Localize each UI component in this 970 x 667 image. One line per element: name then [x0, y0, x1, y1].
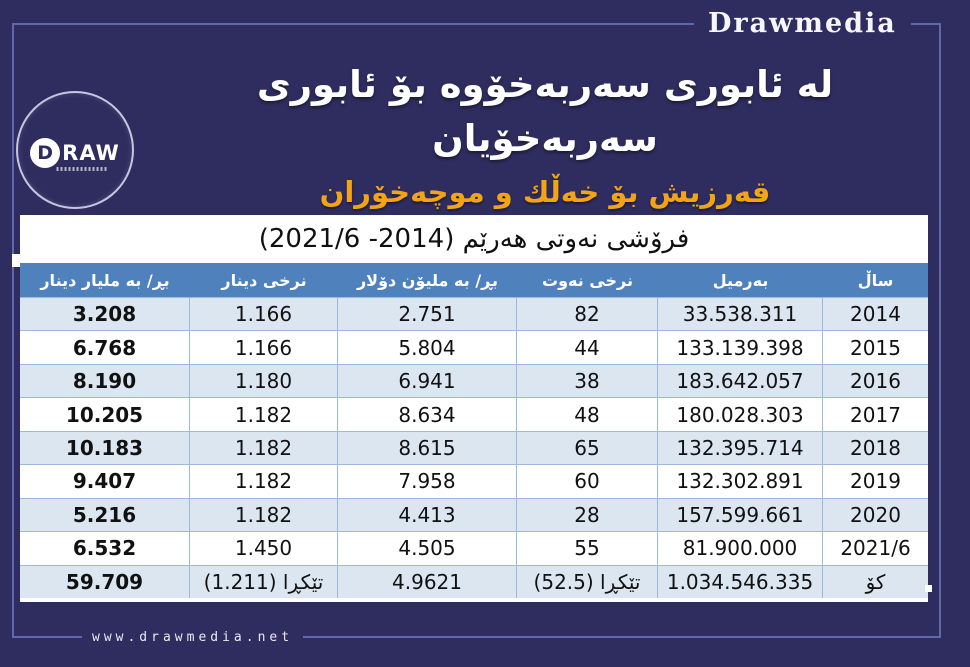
oil-sales-table: فرۆشی نەوتی هەرێم (2014- 2021/6) ساڵ بەر…: [20, 215, 928, 602]
cell-million-dollar: 4.9621: [338, 565, 517, 598]
logo-lockup: D RAW: [16, 131, 134, 175]
cell-oil-price: 38: [517, 364, 658, 398]
cell-year: 2018: [850, 435, 901, 460]
table-row: 2014 33.538.311 82 2.751 1.166 3.208: [20, 297, 928, 331]
column-header-barrels: بەرمیل: [712, 270, 769, 290]
cell-billion-dinar: 10.205: [20, 398, 190, 431]
cell-dinar-rate: 1.450: [190, 532, 338, 565]
cell-billion-dinar: 5.216: [20, 498, 190, 532]
draw-logo: D RAW: [16, 91, 134, 209]
screenshot-artifact-bottom-right: [925, 585, 932, 592]
cell-million-dollar: 6.941: [338, 364, 517, 398]
cell-billion-dinar: 10.183: [20, 431, 190, 465]
column-header-billion-dinar: بڕ/ به ملیار دینار: [40, 270, 170, 290]
cell-barrels: 33.538.311: [658, 298, 823, 331]
cell-dinar-rate: 1.166: [190, 298, 338, 331]
cell-dinar-rate: 1.166: [190, 331, 338, 364]
cell-barrels: 1.034.546.335: [658, 565, 823, 598]
cell-year: 2019: [850, 469, 901, 494]
sheet-bottom-margin: [20, 597, 928, 602]
decorative-frame: [12, 23, 941, 638]
table-row: 2021/6 81.900.000 55 4.505 1.450 6.532: [20, 531, 928, 565]
logo-raw-text: RAW: [62, 141, 120, 165]
cell-barrels: 183.642.057: [658, 364, 823, 398]
cell-billion-dinar: 6.768: [20, 331, 190, 364]
cell-billion-dinar: 8.190: [20, 364, 190, 398]
sub-heading: قەرزیش بۆ خەڵك و موچەخۆران: [319, 175, 771, 210]
cell-dinar-rate: 1.182: [190, 498, 338, 532]
cell-year: 2015: [850, 335, 901, 360]
table-row: 2018 132.395.714 65 8.615 1.182 10.183: [20, 430, 928, 465]
table-row: 2017 180.028.303 48 8.634 1.182 10.205: [20, 397, 928, 431]
cell-year: 2017: [850, 402, 901, 427]
table-title: فرۆشی نەوتی هەرێم (2014- 2021/6): [258, 224, 690, 254]
table-row: 2020 157.599.661 28 4.413 1.182 5.216: [20, 497, 928, 532]
cell-million-dollar: 4.505: [338, 532, 517, 565]
screenshot-artifact-left: [12, 254, 20, 267]
cell-dinar-rate: 1.182: [190, 431, 338, 465]
cell-year: 2020: [850, 502, 901, 527]
website-url: www.drawmedia.net: [82, 628, 304, 647]
cell-million-dollar: 8.634: [338, 398, 517, 431]
cell-dinar-rate: تێكڕا (1.211): [190, 565, 338, 598]
cell-billion-dinar: 9.407: [20, 465, 190, 498]
cell-barrels: 132.302.891: [658, 465, 823, 498]
table-total-row: كۆ 1.034.546.335 تێكڕا (52.5) 4.9621 تێك…: [20, 564, 928, 598]
cell-million-dollar: 4.413: [338, 498, 517, 532]
cell-oil-price: 28: [517, 498, 658, 532]
cell-oil-price: 65: [517, 431, 658, 465]
column-header-year: ساڵ: [857, 270, 894, 290]
cell-million-dollar: 5.804: [338, 331, 517, 364]
table-header-row: ساڵ بەرمیل نرخی نەوت بڕ/ به ملیۆن دۆلار …: [20, 263, 928, 297]
cell-dinar-rate: 1.180: [190, 364, 338, 398]
headings-block: له ئابوری سەربەخۆوە بۆ ئابوری سەربەخۆیان…: [145, 58, 945, 209]
brand-wordmark: Drawmedia: [694, 6, 911, 41]
cell-dinar-rate: 1.182: [190, 398, 338, 431]
cell-billion-dinar: 3.208: [20, 298, 190, 331]
cell-oil-price: 82: [517, 298, 658, 331]
cell-year: 2021/6: [840, 536, 911, 561]
column-header-oil-price: نرخی نەوت: [542, 270, 633, 290]
cell-million-dollar: 2.751: [338, 298, 517, 331]
cell-oil-price: 60: [517, 465, 658, 498]
cell-dinar-rate: 1.182: [190, 465, 338, 498]
table-row: 2015 133.139.398 44 5.804 1.166 6.768: [20, 330, 928, 364]
cell-barrels: 157.599.661: [658, 498, 823, 532]
logo-ring-icon: [16, 91, 134, 209]
cell-year: 2014: [850, 302, 901, 327]
cell-million-dollar: 7.958: [338, 465, 517, 498]
cell-oil-price: 44: [517, 331, 658, 364]
cell-oil-price: تێكڕا (52.5): [517, 565, 658, 598]
logo-tagline: [56, 167, 109, 171]
cell-billion-dinar: 59.709: [20, 565, 190, 598]
cell-million-dollar: 8.615: [338, 431, 517, 465]
column-header-million-dollar: بڕ/ به ملیۆن دۆلار: [356, 270, 499, 290]
cell-barrels: 132.395.714: [658, 431, 823, 465]
cell-oil-price: 48: [517, 398, 658, 431]
cell-year: 2016: [850, 369, 901, 394]
cell-oil-price: 55: [517, 532, 658, 565]
main-heading: له ئابوری سەربەخۆوە بۆ ئابوری سەربەخۆیان: [256, 63, 834, 160]
cell-barrels: 81.900.000: [658, 532, 823, 565]
column-header-dinar-rate: نرخی دینار: [221, 270, 307, 290]
table-row: 2016 183.642.057 38 6.941 1.180 8.190: [20, 363, 928, 398]
table-row: 2019 132.302.891 60 7.958 1.182 9.407: [20, 464, 928, 498]
cell-barrels: 180.028.303: [658, 398, 823, 431]
logo-d-emblem-icon: D: [30, 138, 61, 168]
cell-billion-dinar: 6.532: [20, 532, 190, 565]
cell-barrels: 133.139.398: [658, 331, 823, 364]
cell-year: كۆ: [865, 569, 886, 594]
